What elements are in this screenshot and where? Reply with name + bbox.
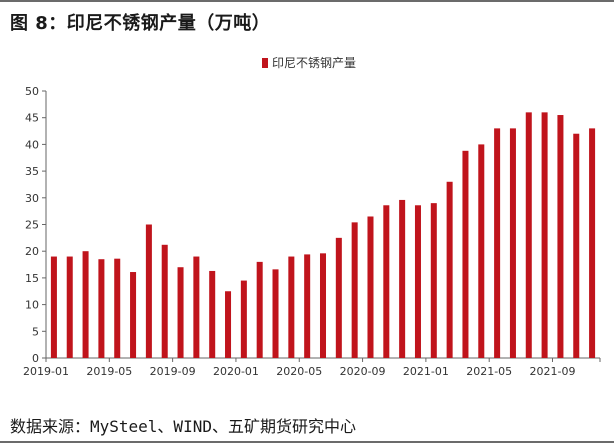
y-tick-label: 30 xyxy=(25,192,39,205)
legend-swatch xyxy=(262,58,268,68)
bar xyxy=(462,150,469,358)
bar xyxy=(145,224,152,358)
bar xyxy=(557,115,564,358)
y-tick-label: 25 xyxy=(25,219,39,232)
bar xyxy=(114,258,121,358)
x-tick-label: 2020-01 xyxy=(213,365,259,378)
bar xyxy=(130,272,137,358)
x-tick-label: 2021-09 xyxy=(530,365,576,378)
y-tick-label: 45 xyxy=(25,112,39,125)
bar xyxy=(525,112,532,358)
y-tick-label: 35 xyxy=(25,165,39,178)
y-tick-label: 20 xyxy=(25,245,39,258)
bar xyxy=(414,205,421,358)
bar xyxy=(161,244,168,358)
y-tick-label: 0 xyxy=(32,352,39,365)
bar xyxy=(335,237,342,358)
bar-series xyxy=(50,112,596,358)
legend: 印尼不锈钢产量 xyxy=(262,56,356,70)
bar xyxy=(177,267,184,358)
bar xyxy=(430,203,437,358)
bar xyxy=(494,128,501,358)
bar xyxy=(541,112,548,358)
x-tick-label: 2021-01 xyxy=(403,365,449,378)
bar xyxy=(573,133,580,358)
y-tick-label: 10 xyxy=(25,299,39,312)
y-tick-label: 50 xyxy=(25,85,39,98)
y-tick-label: 15 xyxy=(25,272,39,285)
bar xyxy=(478,144,485,358)
source-note: 数据来源：MySteel、WIND、五矿期货研究中心 xyxy=(10,417,356,436)
x-tick-label: 2019-09 xyxy=(150,365,196,378)
bar xyxy=(256,261,263,358)
x-tick-label: 2020-09 xyxy=(340,365,386,378)
bar xyxy=(367,216,374,358)
bar xyxy=(509,128,516,358)
top-rule xyxy=(0,0,614,2)
bar xyxy=(272,269,279,358)
bar xyxy=(589,128,596,358)
bottom-rule xyxy=(0,441,614,443)
x-tick-label: 2019-01 xyxy=(23,365,69,378)
bar xyxy=(399,199,406,358)
y-tick-label: 5 xyxy=(32,325,39,338)
bar xyxy=(225,291,232,358)
x-axis: 2019-01 2019-05 2019-09 2020-01 2020-05 2020-… xyxy=(23,357,601,378)
y-tick-label: 40 xyxy=(25,138,39,151)
bar xyxy=(209,270,216,358)
figure-title: 图 8：印尼不锈钢产量（万吨） xyxy=(10,13,271,34)
y-axis: 0 5 10 15 20 25 30 35 40 45 50 xyxy=(25,85,47,365)
bar xyxy=(351,222,358,358)
bar xyxy=(98,259,105,358)
x-tick-label: 2019-05 xyxy=(86,365,132,378)
bar xyxy=(66,256,73,358)
x-tick-label: 2021-05 xyxy=(466,365,512,378)
bar xyxy=(193,256,200,358)
legend-label: 印尼不锈钢产量 xyxy=(272,56,356,70)
bar xyxy=(304,254,311,358)
bar xyxy=(319,253,327,358)
x-tick-label: 2020-05 xyxy=(276,365,322,378)
bar xyxy=(240,280,247,358)
bar xyxy=(383,205,390,358)
bar xyxy=(82,251,89,358)
bar xyxy=(446,181,453,358)
bar xyxy=(50,256,57,358)
bar xyxy=(288,256,295,358)
